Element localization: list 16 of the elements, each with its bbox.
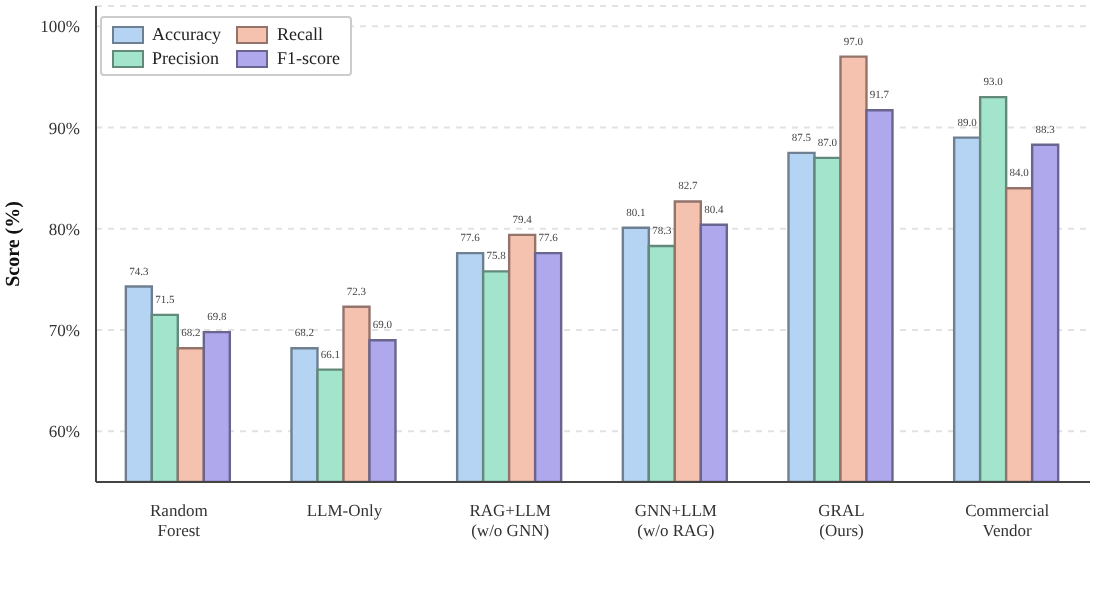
x-tick-label: Commercial Vendor	[965, 500, 1051, 540]
y-tick-label: 80%	[48, 218, 80, 239]
x-tick-label: RAG+LLM (w/o GNN)	[469, 500, 552, 540]
legend-label: Accuracy	[150, 22, 221, 46]
legend-label: F1-score	[274, 46, 340, 70]
y-tick-label: 90%	[48, 117, 80, 138]
y-axis-title: Score (%)	[3, 201, 26, 287]
x-tick-label: Random Forest	[150, 500, 209, 540]
y-tick-label: 100%	[40, 16, 80, 37]
x-tick-label: LLM-Only	[306, 500, 384, 520]
x-tick-label: GNN+LLM (w/o RAG)	[634, 500, 718, 540]
y-tick-label: 60%	[48, 421, 80, 442]
legend-label: Recall	[274, 22, 325, 46]
y-tick-label: 70%	[48, 320, 80, 341]
legend-label: Precision	[150, 46, 221, 70]
x-tick-label: GRAL (Ours)	[818, 500, 865, 540]
